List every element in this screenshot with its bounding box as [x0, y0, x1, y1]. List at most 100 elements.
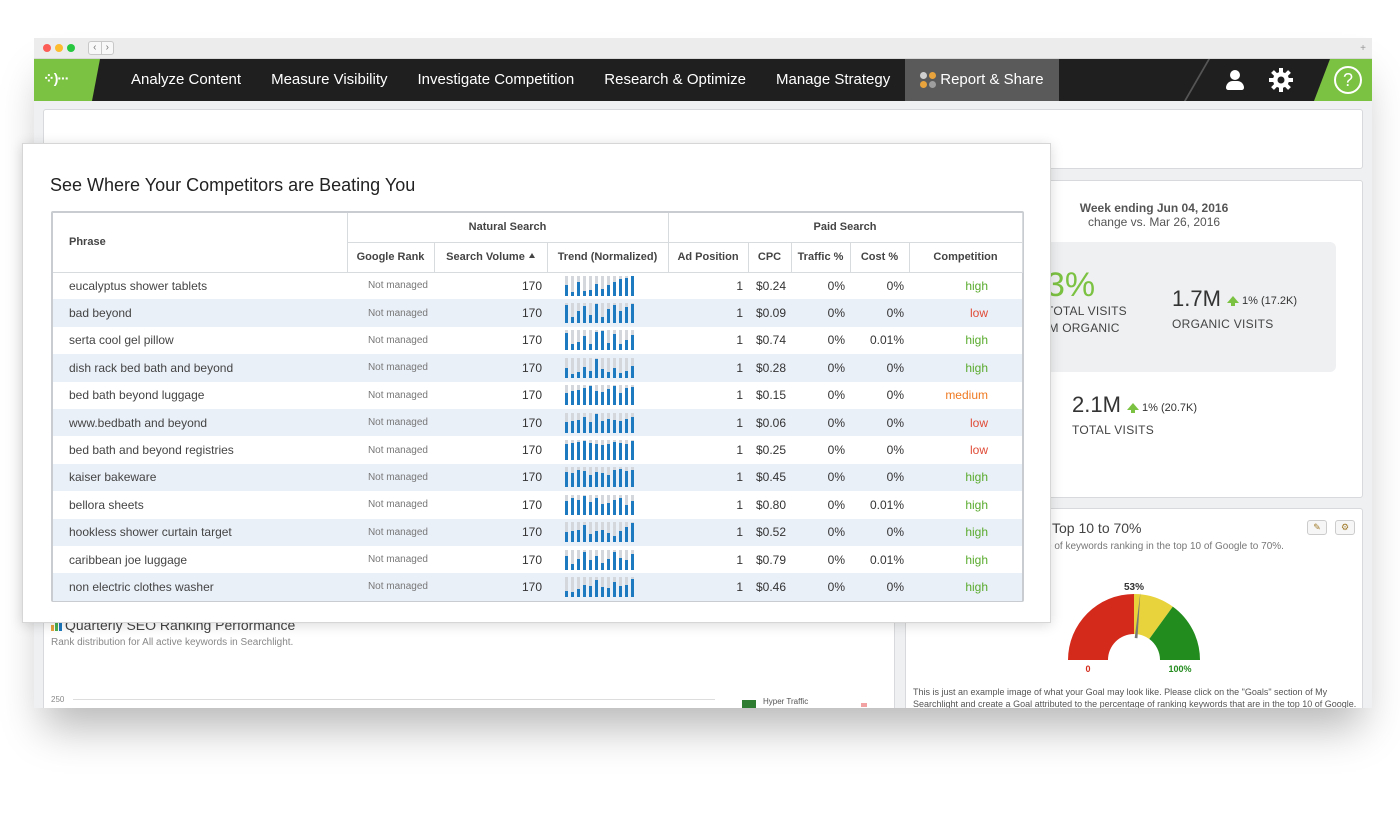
trend-bar [625, 504, 628, 515]
nav-report-share[interactable]: Report & Share [905, 59, 1059, 101]
table-row[interactable]: bed bath beyond luggage Not managed 170 1 $0… [53, 382, 1022, 409]
trend-bar [613, 499, 616, 515]
table-row[interactable]: bed bath and beyond registries Not manage… [53, 436, 1022, 463]
nav-analyze-content[interactable]: Analyze Content [131, 71, 242, 88]
nav-research-optimize[interactable]: Research & Optimize [604, 71, 746, 88]
trend-bar [577, 499, 580, 515]
trend-bar [577, 390, 580, 406]
trend-bar-track [571, 549, 574, 570]
edit-goal-button[interactable]: ✎ [1307, 520, 1327, 535]
column-header-cost[interactable]: Cost % [850, 242, 910, 273]
trend-bar [595, 444, 598, 461]
trend-bar [613, 334, 616, 351]
cell-trend [547, 272, 668, 299]
cell-ad-position: 1 [736, 278, 743, 293]
minimize-window-button[interactable] [55, 44, 63, 52]
trend-bar [571, 497, 574, 515]
cell-competition: low [969, 443, 988, 458]
table-row[interactable]: non electric clothes washer Not managed 17… [53, 573, 1022, 601]
total-change-text: 1% (20.7K) [1142, 402, 1198, 414]
column-header-search-volume[interactable]: Search Volume [434, 242, 548, 273]
cell-competition: high [965, 278, 988, 293]
trend-bar [565, 284, 568, 296]
gauge-green-segment [1149, 606, 1200, 660]
competitors-card: See Where Your Competitors are Beating Y… [22, 143, 1051, 623]
trend-sparkline [565, 303, 634, 324]
cell-traffic: 0% [827, 552, 845, 567]
cell-cost: 0.01% [869, 552, 904, 567]
table-row[interactable]: dish rack bed bath and beyond Not managed… [53, 354, 1022, 382]
table-row[interactable]: www.bedbath and beyond Not managed 170 1 $0.… [53, 408, 1022, 437]
new-tab-icon[interactable]: + [1360, 43, 1366, 54]
nav-investigate-competition[interactable]: Investigate Competition [417, 71, 575, 88]
nav-measure-visibility[interactable]: Measure Visibility [271, 71, 388, 88]
trend-bar [589, 501, 592, 515]
column-header-trend[interactable]: Trend (Normalized) [547, 242, 669, 273]
cell-cpc: $0.09 [748, 299, 791, 327]
table-row[interactable]: hookless shower curtain target Not manage… [53, 518, 1022, 546]
table-row[interactable]: bellora sheets Not managed 170 1 $0.80 0% 0.01… [53, 491, 1022, 518]
cell-ad-position: 1 [736, 497, 743, 512]
forward-icon[interactable]: › [105, 42, 109, 53]
cell-trend [547, 518, 668, 546]
trend-bar [601, 420, 604, 433]
maximize-window-button[interactable] [67, 44, 75, 52]
settings-goal-button[interactable]: ⚙ [1335, 520, 1355, 535]
trend-bar [613, 470, 616, 488]
trend-bar [625, 584, 628, 597]
cell-competition: high [965, 333, 988, 348]
trend-bar [571, 317, 574, 324]
gauge-min-label: 0 [1085, 664, 1090, 674]
trend-bar-track [601, 303, 604, 324]
trend-bar-track [607, 522, 610, 543]
column-header-traffic[interactable]: Traffic % [791, 242, 851, 273]
cell-trend [547, 299, 668, 327]
table-row[interactable]: serta cool gel pillow Not managed 170 1 $0.7… [53, 327, 1022, 354]
cell-search-volume: 170 [521, 278, 542, 293]
column-header-cpc[interactable]: CPC [748, 242, 792, 273]
chart-icon [51, 620, 62, 631]
trend-bar-track [625, 357, 628, 378]
table-row[interactable]: caribbean joe luggage Not managed 170 1 $0.7… [53, 546, 1022, 573]
table-row[interactable]: bad beyond Not managed 170 1 $0.09 0% 0% low [53, 299, 1022, 327]
trend-bar [595, 304, 598, 324]
searchlight-logo-icon[interactable]: ⁘)··· [34, 59, 100, 101]
trend-bar [577, 442, 580, 461]
column-header-competition[interactable]: Competition [909, 242, 1023, 273]
trend-bar [589, 559, 592, 570]
table-row[interactable]: kaiser bakeware Not managed 170 1 $0.45 0% 0% h… [53, 463, 1022, 492]
trend-bar [589, 534, 592, 543]
report-dots-icon [920, 72, 937, 88]
trend-bar [613, 281, 616, 296]
cell-competition: high [909, 463, 1022, 492]
trend-bar [583, 290, 586, 296]
cell-search-volume: 170 [434, 573, 547, 601]
cell-search-volume: 170 [521, 388, 542, 403]
cell-search-volume: 170 [434, 518, 547, 546]
cell-competition: low [909, 408, 1022, 437]
cell-competition: high [909, 354, 1022, 382]
table-row[interactable]: eucalyptus shower tablets Not managed 170 1… [53, 272, 1022, 299]
user-icon[interactable] [1224, 69, 1246, 91]
trend-bar [619, 311, 622, 324]
group-header-natural: Natural Search [347, 213, 669, 243]
nav-manage-strategy[interactable]: Manage Strategy [776, 71, 891, 88]
trend-bar [625, 340, 628, 351]
trend-bar [565, 532, 568, 543]
column-header-phrase[interactable]: Phrase [53, 213, 348, 273]
cell-google-rank: Not managed [367, 389, 428, 401]
trend-sparkline [565, 440, 634, 461]
cell-phrase: caribbean joe luggage [69, 552, 188, 567]
column-header-google-rank[interactable]: Google Rank [347, 242, 435, 273]
back-icon[interactable]: ‹ [89, 42, 102, 54]
trend-bar [601, 503, 604, 515]
help-icon[interactable]: ? [1334, 66, 1362, 94]
column-header-ad-position[interactable]: Ad Position [668, 242, 749, 273]
trend-bar [583, 336, 586, 351]
close-window-button[interactable] [43, 44, 51, 52]
gear-icon[interactable] [1268, 67, 1294, 93]
trend-bar [583, 525, 586, 543]
sort-ascending-icon [528, 253, 535, 258]
cell-cost: 0% [850, 573, 909, 601]
trend-bar [601, 392, 604, 406]
